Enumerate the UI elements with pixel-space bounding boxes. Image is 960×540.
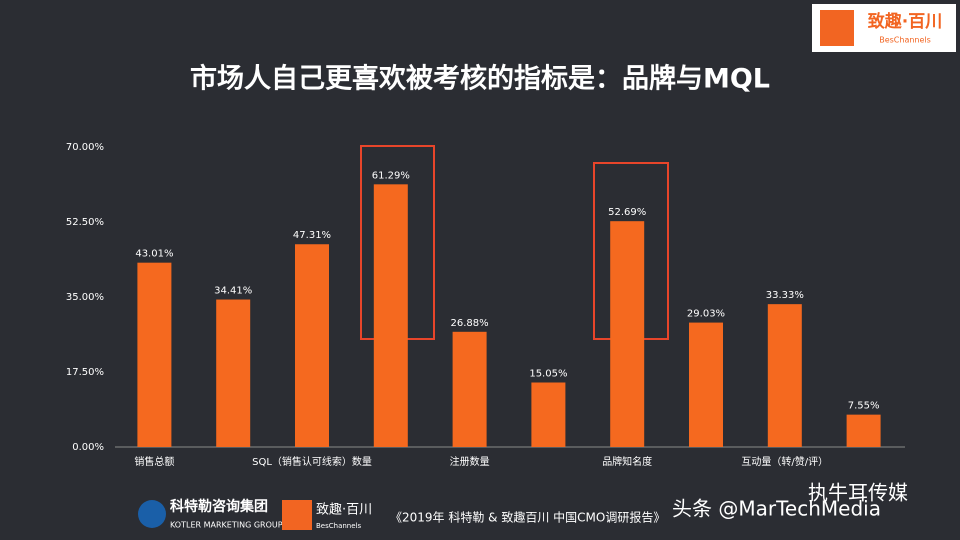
bar <box>373 184 408 448</box>
x-tick-label: 注册数量 <box>450 455 490 468</box>
bar <box>531 382 566 447</box>
bar <box>846 414 881 447</box>
bar <box>767 304 802 447</box>
x-tick-label: 销售总额 <box>134 455 174 468</box>
value-label: 47.31% <box>293 230 331 241</box>
y-tick-label: 35.00% <box>66 292 104 303</box>
kotler-icon <box>138 500 166 528</box>
logo-name: 致趣·百川 <box>868 11 942 32</box>
footer-source: 《2019年 科特勒 & 致趣百川 中国CMO调研报告》 <box>390 510 665 525</box>
value-label: 29.03% <box>687 309 725 320</box>
logo-sub: BesChannels <box>879 36 931 45</box>
bar <box>610 221 645 447</box>
bar <box>216 299 251 447</box>
footer-brand: 致趣·百川 <box>316 503 372 518</box>
y-tick-label: 0.00% <box>72 442 104 453</box>
bar <box>137 262 172 447</box>
chart-title: 市场人自己更喜欢被考核的指标是：品牌与MQL <box>190 63 770 95</box>
value-label: 34.41% <box>214 286 252 297</box>
footer-brand-en: BesChannels <box>316 522 361 530</box>
y-tick-label: 52.50% <box>66 217 104 228</box>
x-tick-label: SQL（销售认可线索）数量 <box>252 455 372 468</box>
logo-icon <box>820 10 854 46</box>
y-tick-label: 70.00% <box>66 142 104 153</box>
watermark: 头条 @MarTechMedia <box>672 497 881 521</box>
watermark2: 执牛耳传媒 <box>808 481 908 505</box>
brand-icon <box>282 500 312 530</box>
bar <box>689 322 723 447</box>
value-label: 61.29% <box>372 170 410 181</box>
value-label: 43.01% <box>135 249 173 260</box>
value-label: 7.55% <box>848 401 880 412</box>
y-tick-label: 17.50% <box>66 367 104 378</box>
value-label: 52.69% <box>608 207 646 218</box>
footer-kotler: 科特勒咨询集团 <box>170 498 268 515</box>
value-label: 15.05% <box>529 369 567 380</box>
bar <box>452 331 487 447</box>
value-label: 26.88% <box>451 318 489 329</box>
footer-kotler-en: KOTLER MARKETING GROUP <box>170 521 283 530</box>
x-tick-label: 品牌知名度 <box>602 455 652 468</box>
x-tick-label: 互动量（转/赞/评） <box>741 455 828 468</box>
value-label: 33.33% <box>766 290 804 301</box>
bar <box>295 244 329 447</box>
